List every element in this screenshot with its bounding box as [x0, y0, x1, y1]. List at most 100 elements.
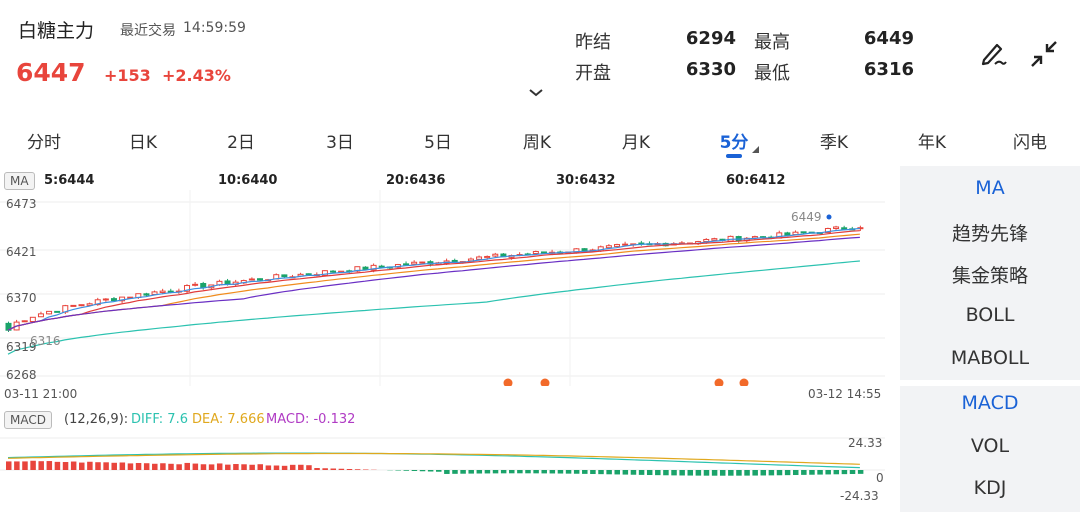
tab-10[interactable]: 闪电	[1013, 133, 1047, 153]
macd-bar	[719, 470, 726, 476]
candle-body	[841, 227, 848, 230]
indicator-kdj[interactable]: KDJ	[973, 477, 1007, 499]
macd-bar	[184, 462, 190, 470]
tab-3[interactable]: 3日	[326, 133, 354, 153]
macd-bar	[103, 462, 109, 470]
macd-bar	[573, 470, 580, 474]
tab-2[interactable]: 2日	[227, 133, 255, 153]
chevron-down-icon[interactable]	[529, 88, 543, 98]
candle-body	[370, 264, 377, 271]
high-value: 6449	[863, 28, 914, 49]
tab-4[interactable]: 5日	[424, 133, 452, 153]
indicator-gold-strategy[interactable]: 集金策略	[951, 265, 1028, 287]
macd-bar	[30, 460, 36, 470]
candle-body	[411, 261, 418, 265]
tab-dropdown-corner-icon[interactable]	[752, 146, 759, 153]
tab-6[interactable]: 月K	[621, 133, 651, 153]
macd-indicator-toggle[interactable]: MACD	[4, 411, 52, 429]
macd-bar	[760, 470, 767, 476]
macd-bar	[468, 470, 474, 474]
high-marker-dot	[826, 214, 832, 220]
candle-body	[330, 270, 337, 273]
candle-body	[378, 265, 385, 268]
indicator-vol[interactable]: VOL	[970, 435, 1010, 457]
indicator-trend-pioneer[interactable]: 趋势先锋	[951, 223, 1028, 245]
price-tick-5: 6268	[6, 368, 37, 382]
shrink-icon[interactable]	[1028, 38, 1060, 70]
macd-bar	[62, 462, 69, 470]
high-label: 最高	[754, 32, 790, 53]
tab-5[interactable]: 周K	[522, 133, 552, 153]
macd-bar	[346, 469, 353, 470]
macd-bar	[411, 470, 418, 471]
macd-bar	[809, 470, 815, 475]
contract-title: 白糖主力	[18, 20, 95, 42]
macd-bar	[322, 468, 328, 470]
candle-body	[824, 227, 831, 234]
indicator-macd[interactable]: MACD	[961, 392, 1019, 414]
indicator-boll[interactable]: BOLL	[965, 304, 1015, 326]
macd-dea-value: DEA: 7.666	[192, 412, 265, 427]
macd-bar	[679, 470, 685, 476]
ma10-value: 10:6440	[218, 173, 278, 188]
macd-bar	[525, 470, 531, 474]
candle-body	[151, 291, 158, 295]
tab-7[interactable]: 5分	[719, 133, 749, 153]
signal-dot	[503, 378, 513, 386]
macd-bar	[849, 470, 856, 474]
candle-body	[54, 310, 61, 313]
candle-body	[159, 290, 166, 294]
macd-bar	[565, 470, 572, 474]
indicator-maboll[interactable]: MABOLL	[950, 347, 1030, 369]
candle-body	[281, 274, 288, 278]
macd-bar	[119, 462, 126, 470]
candlestick-chart[interactable]	[0, 190, 890, 386]
edit-icon[interactable]	[978, 38, 1008, 68]
candle-body	[70, 304, 77, 307]
macd-bar	[79, 462, 85, 470]
macd-bar	[671, 470, 677, 476]
macd-bar	[338, 468, 345, 470]
tab-1[interactable]: 日K	[128, 133, 158, 153]
tab-9[interactable]: 年K	[917, 133, 947, 153]
candle-body	[248, 278, 255, 281]
macd-bar	[160, 463, 166, 470]
macd-bar	[736, 470, 742, 476]
ma-line	[7, 236, 860, 331]
candle-body	[78, 304, 85, 307]
macd-params: (12,26,9):	[64, 412, 129, 427]
macd-bar	[728, 470, 734, 476]
macd-bar	[833, 470, 840, 475]
macd-bar	[216, 463, 223, 470]
ma-line	[7, 230, 860, 331]
macd-bar	[395, 470, 401, 471]
macd-chart[interactable]	[0, 430, 890, 502]
signal-dot	[739, 378, 749, 386]
macd-bar	[792, 470, 799, 476]
tab-0[interactable]: 分时	[27, 133, 61, 153]
low-value: 6316	[863, 59, 914, 80]
ma5-value: 5:6444	[44, 173, 95, 188]
macd-bar	[541, 470, 547, 474]
price-tick-1: 6473	[6, 197, 37, 211]
macd-bar	[492, 470, 499, 474]
macd-bar	[176, 464, 182, 470]
macd-bar	[533, 470, 539, 474]
ma-line	[7, 227, 860, 331]
indicator-ma[interactable]: MA	[975, 177, 1005, 199]
ma-line	[7, 260, 860, 355]
ma-indicator-toggle[interactable]: MA	[4, 172, 35, 190]
candle-body	[484, 255, 491, 259]
tab-8[interactable]: 季K	[819, 133, 849, 153]
macd-bar	[70, 461, 77, 470]
macd-bar	[557, 470, 564, 474]
last-trade-label: 最近交易	[120, 23, 176, 39]
prev-settle-value: 6294	[685, 28, 736, 49]
macd-bar	[111, 462, 117, 470]
last-price: 6447	[16, 58, 86, 87]
macd-bar	[289, 464, 296, 470]
ma30-value: 30:6432	[556, 173, 616, 188]
chart-start-time: 03-11 21:00	[4, 387, 78, 401]
last-trade-time: 14:59:59	[183, 20, 246, 36]
candle-body	[711, 238, 718, 241]
